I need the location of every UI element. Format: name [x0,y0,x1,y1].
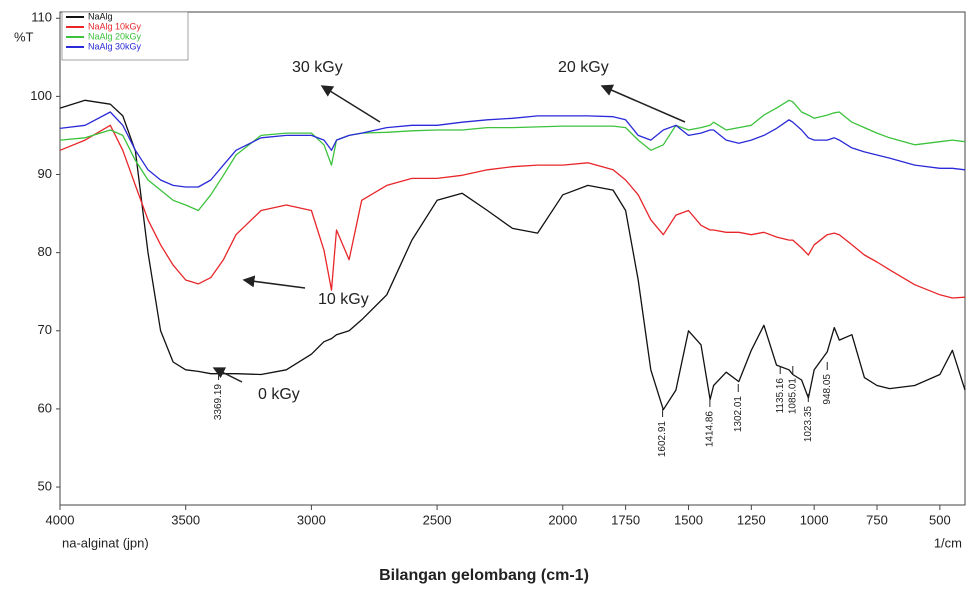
peak-label: 3369.19 [213,384,224,421]
x-tick-label: 2000 [548,512,577,527]
y-tick-label: 60 [38,400,52,415]
annotation-arrow [320,85,381,123]
annotation: 10 kGy [318,291,369,308]
peak-label: 1602.91 [657,421,668,458]
legend-label: NaAlg 30kGy [88,41,142,51]
spectrum-line [59,124,966,299]
y-tick-label: 70 [38,322,52,337]
x-tick-label: 4000 [46,512,75,527]
peak-label: 1414.86 [705,411,716,448]
legend-label: NaAlg 20kGy [88,31,142,41]
spectrum-line [59,99,966,212]
x-tick-label: 1500 [674,512,703,527]
x-tick-label: 1250 [737,512,766,527]
annotation-arrow [212,367,243,383]
y-axis-label: %T [14,29,34,44]
y-tick-label: 80 [38,244,52,259]
annotation-arrow [242,275,306,289]
x-tick-label: 2500 [423,512,452,527]
x-axis-label: 1/cm [934,535,962,550]
y-tick-label: 50 [38,478,52,493]
x-tick-label: 3500 [171,512,200,527]
chart-title: Bilangan gelombang (cm-1) [379,567,589,584]
legend-label: NaAlg [88,11,113,21]
peak-label: 948.05 [822,374,833,405]
peak-label: 1023.35 [803,406,814,443]
annotation: 0 kGy [258,386,300,403]
annotation: 30 kGy [292,59,343,76]
y-tick-label: 90 [38,166,52,181]
y-tick-label: 110 [31,10,52,25]
y-tick-label: 100 [30,88,52,103]
x-tick-label: 1000 [800,512,829,527]
x-tick-label: 500 [929,512,951,527]
plot-frame [59,11,966,506]
x-tick-label: 3000 [297,512,326,527]
peak-label: 1135.16 [775,378,786,414]
spectrum-line [59,111,966,188]
sample-label: na-alginat (jpn) [62,535,149,550]
spectrum-line [59,99,966,411]
peak-label: 1302.01 [733,396,744,433]
legend-label: NaAlg 10kGy [88,21,142,31]
x-tick-label: 1750 [611,512,640,527]
annotation: 20 kGy [558,59,609,76]
x-tick-label: 750 [866,512,888,527]
annotation-arrow [600,84,686,123]
peak-label: 1085.01 [787,378,798,415]
